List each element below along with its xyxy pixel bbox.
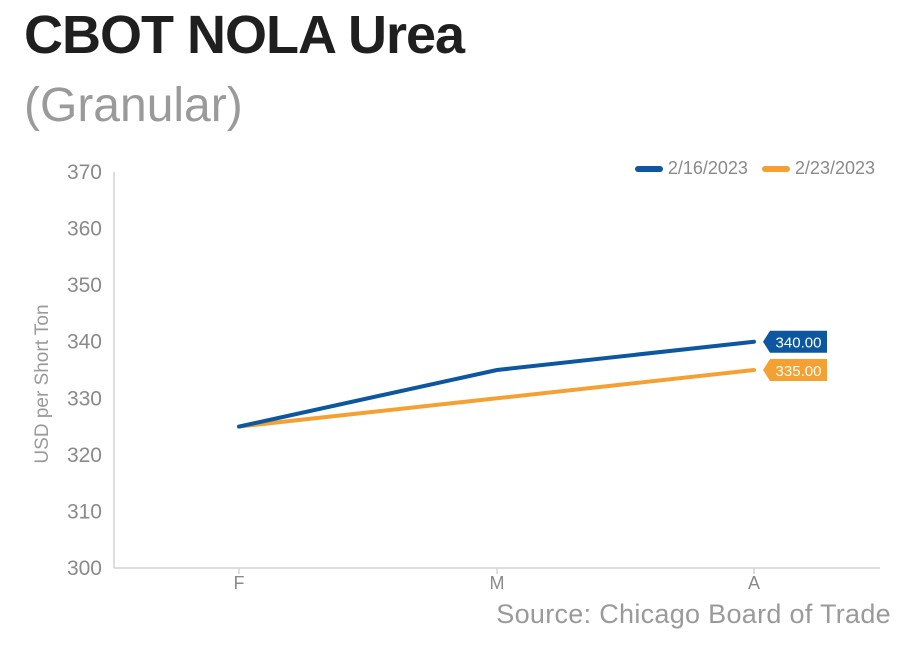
end-value-label-1: 340.00 (776, 335, 822, 352)
x-tick-label: A (748, 573, 760, 593)
end-value-tag-2 (763, 359, 827, 381)
legend-swatch-series-2 (761, 165, 790, 172)
legend-swatch-series-1 (634, 165, 663, 172)
y-tick-label: 370 (67, 161, 102, 184)
end-value-label-2: 335.00 (776, 363, 822, 380)
legend-label-series-2: 2/23/2023 (794, 158, 875, 178)
y-tick-label: 340 (67, 331, 102, 354)
x-tick-label: F (234, 573, 245, 593)
chart-legend: 2/16/2023 2/23/2023 (634, 158, 875, 179)
legend-item-series-1: 2/16/2023 (634, 158, 748, 179)
y-tick-label: 360 (67, 218, 102, 241)
series-line-2 (237, 368, 756, 429)
chart-title: CBOT NOLA Urea (24, 5, 465, 65)
series-line-1 (237, 339, 756, 429)
legend-item-series-2: 2/23/2023 (761, 158, 875, 179)
y-tick-label: 320 (67, 444, 102, 467)
y-tick-label: 330 (67, 387, 102, 410)
y-tick-label: 350 (67, 274, 102, 297)
end-value-tag-1 (763, 330, 827, 353)
legend-label-series-1: 2/16/2023 (667, 158, 748, 178)
y-tick-label: 310 (67, 500, 102, 523)
chart-source: Source: Chicago Board of Trade (496, 599, 891, 629)
y-axis-label: USD per Short Ton (32, 304, 53, 463)
x-tick-label: M (490, 573, 505, 593)
y-tick-label: 300 (67, 557, 102, 580)
chart-subtitle: (Granular) (24, 79, 243, 132)
